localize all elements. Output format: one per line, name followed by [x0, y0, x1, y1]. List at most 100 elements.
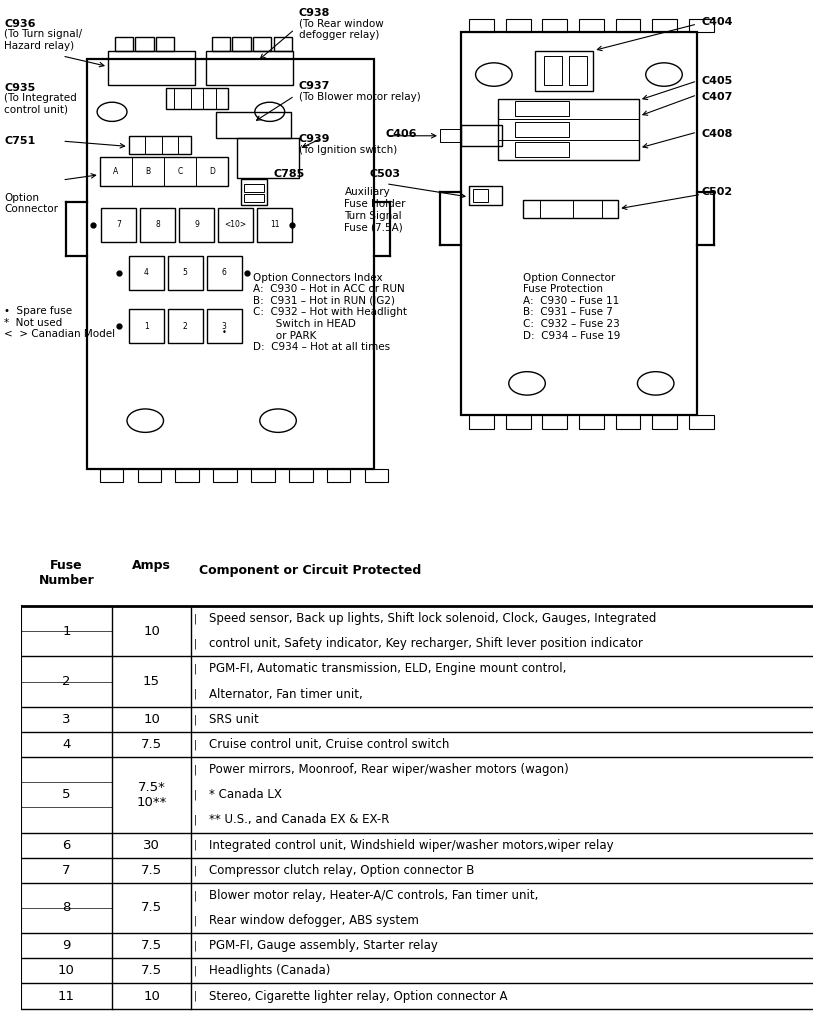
Text: |: | [193, 664, 197, 674]
Bar [523, 200, 618, 218]
Bar [542, 416, 567, 429]
Text: C785: C785 [274, 169, 305, 179]
Bar [652, 416, 677, 429]
Bar [207, 309, 242, 343]
Text: C: C [178, 167, 183, 176]
Text: C502: C502 [701, 187, 732, 198]
Text: D: D [209, 167, 215, 176]
Bar [138, 469, 161, 482]
Text: •: • [222, 328, 227, 337]
Text: 5: 5 [62, 788, 71, 801]
Text: PGM-FI, Automatic transmission, ELD, Engine mount control,: PGM-FI, Automatic transmission, ELD, Eng… [208, 663, 566, 676]
Bar [232, 37, 251, 50]
Text: |: | [193, 991, 197, 1001]
Bar [327, 469, 350, 482]
Bar [544, 56, 562, 85]
Text: PGM-FI, Gauge assembly, Starter relay: PGM-FI, Gauge assembly, Starter relay [208, 939, 437, 952]
Text: |: | [193, 689, 197, 699]
Text: 9: 9 [194, 220, 199, 229]
Text: Speed sensor, Back up lights, Shift lock solenoid, Clock, Gauges, Integrated: Speed sensor, Back up lights, Shift lock… [208, 612, 656, 626]
Text: |: | [193, 915, 197, 926]
Text: Alternator, Fan timer unit,: Alternator, Fan timer unit, [208, 688, 363, 700]
Bar [179, 208, 214, 243]
Bar [505, 18, 530, 32]
Text: (To Integrated
control unit): (To Integrated control unit) [4, 93, 77, 115]
Text: Fuse
Number: Fuse Number [38, 559, 94, 588]
Text: 7.5: 7.5 [141, 965, 162, 977]
Bar [115, 37, 133, 50]
Bar [290, 469, 313, 482]
Bar [237, 138, 299, 178]
Text: <10>: <10> [225, 220, 247, 229]
Text: Integrated control unit, Windshield wiper/washer motors,wiper relay: Integrated control unit, Windshield wipe… [208, 839, 613, 852]
Text: 10: 10 [143, 625, 160, 638]
Text: C937: C937 [299, 81, 330, 91]
Text: C408: C408 [701, 129, 733, 139]
Text: C751: C751 [4, 136, 36, 145]
Text: 11: 11 [58, 989, 75, 1002]
Text: Amps: Amps [132, 559, 171, 572]
Bar [244, 195, 264, 203]
Bar [274, 37, 292, 50]
Text: |: | [193, 639, 197, 649]
Bar [129, 136, 191, 155]
Text: 7.5: 7.5 [141, 901, 162, 914]
Text: 2: 2 [183, 322, 188, 331]
Text: 10: 10 [58, 965, 75, 977]
Bar [365, 469, 388, 482]
Bar [135, 37, 154, 50]
Text: 15: 15 [143, 675, 160, 688]
Bar [440, 129, 461, 142]
Text: * Canada LX: * Canada LX [208, 788, 281, 801]
Bar [140, 208, 175, 243]
Text: |: | [193, 739, 197, 750]
Bar [461, 125, 502, 146]
Bar [257, 208, 292, 243]
Bar [129, 309, 164, 343]
Text: 30: 30 [143, 839, 160, 852]
Bar [616, 416, 641, 429]
Bar [108, 50, 195, 85]
Text: Option Connectors Index
A:  C930 – Hot in ACC or RUN
B:  C931 – Hot in RUN (IG2): Option Connectors Index A: C930 – Hot in… [253, 272, 408, 352]
Text: •  Spare fuse
*  Not used
<  > Canadian Model: • Spare fuse * Not used < > Canadian Mod… [4, 306, 115, 339]
Bar [100, 157, 228, 186]
Text: 9: 9 [62, 939, 71, 952]
Text: |: | [193, 966, 197, 976]
Bar [213, 469, 237, 482]
Bar [207, 256, 242, 290]
Bar [100, 469, 123, 482]
Text: 7.5: 7.5 [141, 939, 162, 952]
Text: Power mirrors, Moonroof, Rear wiper/washer motors (wagon): Power mirrors, Moonroof, Rear wiper/wash… [208, 763, 569, 776]
Text: 1: 1 [62, 625, 71, 638]
Text: Blower motor relay, Heater-A/C controls, Fan timer unit,: Blower motor relay, Heater-A/C controls,… [208, 889, 538, 902]
Bar [689, 416, 714, 429]
Bar [535, 50, 593, 90]
Bar [652, 18, 677, 32]
Text: 10: 10 [143, 989, 160, 1002]
Text: Component or Circuit Protected: Component or Circuit Protected [199, 564, 422, 578]
Bar [253, 37, 271, 50]
Bar [206, 50, 293, 85]
Text: 2: 2 [62, 675, 71, 688]
Text: C405: C405 [701, 76, 733, 86]
Bar [579, 18, 604, 32]
Text: |: | [193, 865, 197, 876]
Text: 7.5: 7.5 [141, 738, 162, 751]
Text: |: | [193, 940, 197, 951]
Text: C938: C938 [299, 8, 330, 18]
Text: 6: 6 [62, 839, 71, 852]
Bar [241, 179, 267, 205]
Bar [469, 18, 494, 32]
Bar [616, 18, 641, 32]
Text: 10: 10 [143, 713, 160, 726]
Bar [168, 309, 203, 343]
Text: Compressor clutch relay, Option connector B: Compressor clutch relay, Option connecto… [208, 864, 474, 877]
Text: (To Ignition switch): (To Ignition switch) [299, 144, 397, 155]
Text: B: B [145, 167, 150, 176]
Text: 5: 5 [183, 268, 188, 278]
Bar [218, 208, 253, 243]
Text: C935: C935 [4, 83, 36, 92]
Text: 7: 7 [62, 864, 71, 877]
Text: 11: 11 [270, 220, 280, 229]
Bar [579, 416, 604, 429]
